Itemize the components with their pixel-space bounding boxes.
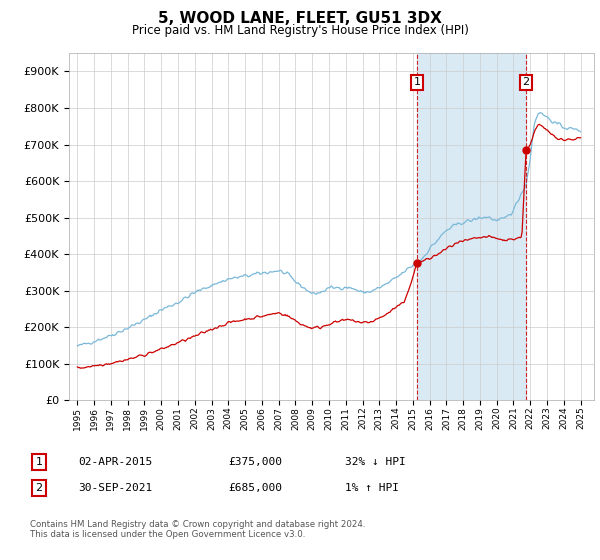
Text: 2: 2	[35, 483, 43, 493]
Text: 30-SEP-2021: 30-SEP-2021	[78, 483, 152, 493]
Text: This data is licensed under the Open Government Licence v3.0.: This data is licensed under the Open Gov…	[30, 530, 305, 539]
Text: Contains HM Land Registry data © Crown copyright and database right 2024.: Contains HM Land Registry data © Crown c…	[30, 520, 365, 529]
Bar	[417, 53, 526, 400]
Text: £685,000: £685,000	[228, 483, 282, 493]
Text: 02-APR-2015: 02-APR-2015	[78, 457, 152, 467]
Text: £375,000: £375,000	[228, 457, 282, 467]
Text: 5, WOOD LANE, FLEET, GU51 3DX: 5, WOOD LANE, FLEET, GU51 3DX	[158, 11, 442, 26]
Text: 32% ↓ HPI: 32% ↓ HPI	[345, 457, 406, 467]
Text: 1: 1	[35, 457, 43, 467]
Text: 2: 2	[523, 77, 530, 87]
Text: Price paid vs. HM Land Registry's House Price Index (HPI): Price paid vs. HM Land Registry's House …	[131, 24, 469, 36]
Text: 1% ↑ HPI: 1% ↑ HPI	[345, 483, 399, 493]
Text: 1: 1	[413, 77, 421, 87]
